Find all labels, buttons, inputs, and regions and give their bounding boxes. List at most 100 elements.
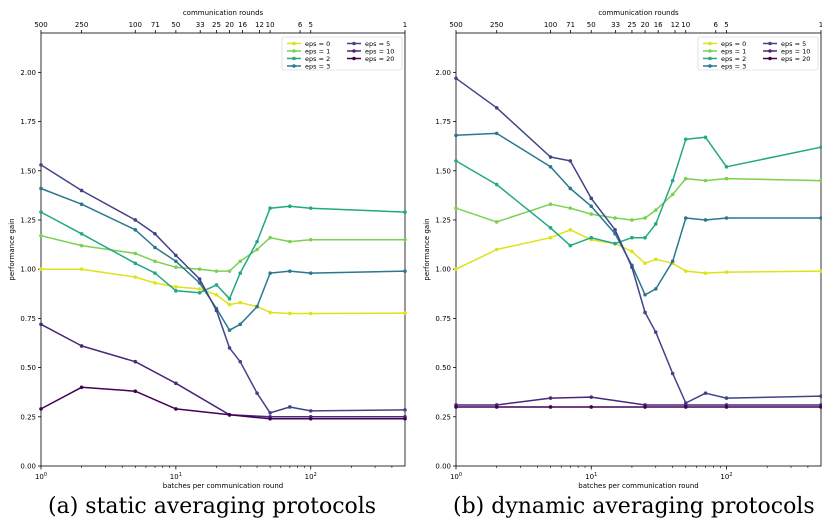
data-point bbox=[703, 271, 708, 275]
x-tick-label: 100 bbox=[35, 472, 47, 481]
y-tick-label: 2.00 bbox=[20, 69, 36, 77]
y-tick-label: 0.25 bbox=[435, 413, 451, 421]
data-point bbox=[548, 155, 553, 159]
top-tick-label: 50 bbox=[171, 21, 180, 29]
legend-marker bbox=[292, 64, 296, 68]
chart-panel-static: 0.00 0.25 0.50 0.75 1.00 1.25 1.50 1.75 2.00 100 1… bbox=[8, 9, 407, 490]
caption-dynamic: (b) dynamic averaging protocols bbox=[453, 494, 815, 519]
data-point bbox=[454, 405, 458, 409]
top-tick-label: 71 bbox=[151, 21, 160, 29]
data-point bbox=[214, 269, 219, 273]
data-point bbox=[724, 165, 729, 169]
legend-label: eps = 5 bbox=[365, 40, 390, 48]
data-point bbox=[819, 394, 822, 398]
data-point bbox=[494, 105, 499, 110]
series-line-eps-0 bbox=[455, 229, 822, 274]
data-point bbox=[268, 416, 272, 421]
top-tick-label: 33 bbox=[196, 21, 205, 29]
y-tick-label: 0.00 bbox=[20, 463, 36, 471]
series-line-eps-2 bbox=[455, 136, 822, 247]
data-point bbox=[548, 226, 553, 230]
legend-marker bbox=[768, 41, 772, 46]
data-point bbox=[653, 330, 658, 334]
top-tick-label: 100 bbox=[544, 21, 557, 29]
data-point bbox=[403, 311, 407, 315]
top-tick-label: 12 bbox=[255, 21, 264, 29]
y-tick-label: 0.75 bbox=[435, 315, 451, 323]
y-tick-label: 1.00 bbox=[435, 266, 451, 274]
data-point bbox=[288, 239, 292, 244]
data-point bbox=[653, 208, 658, 212]
data-point bbox=[613, 228, 617, 232]
legend-label: eps = 20 bbox=[365, 55, 394, 63]
legend-marker bbox=[352, 41, 356, 46]
data-point bbox=[724, 396, 729, 400]
data-point bbox=[174, 289, 178, 293]
y-tick-label: 1.25 bbox=[435, 216, 451, 224]
top-tick-label: 20 bbox=[225, 21, 234, 29]
x-tick-label: 102 bbox=[305, 472, 317, 481]
data-point bbox=[214, 292, 219, 297]
data-point bbox=[39, 233, 43, 238]
series-line-eps-3 bbox=[455, 132, 821, 296]
data-point bbox=[670, 178, 675, 183]
top-tick-label: 500 bbox=[449, 21, 462, 29]
data-point bbox=[589, 235, 594, 240]
y-tick-label: 1.00 bbox=[20, 266, 36, 274]
data-point bbox=[227, 413, 232, 417]
top-tick-label: 1 bbox=[403, 21, 407, 29]
data-point bbox=[548, 165, 553, 169]
data-point bbox=[268, 271, 272, 275]
data-point bbox=[79, 267, 84, 271]
data-point bbox=[683, 405, 688, 409]
x-axis-label: batches per communication round bbox=[578, 482, 698, 490]
data-point bbox=[819, 269, 822, 273]
top-tick-label: 5 bbox=[308, 21, 312, 29]
data-point bbox=[643, 235, 647, 240]
data-point bbox=[494, 220, 499, 224]
data-point bbox=[568, 243, 573, 248]
data-point bbox=[174, 285, 178, 289]
data-point bbox=[238, 359, 243, 364]
data-point bbox=[494, 247, 499, 252]
data-point bbox=[133, 261, 138, 266]
data-point bbox=[568, 159, 573, 163]
legend-label: eps = 0 bbox=[305, 40, 330, 48]
data-point bbox=[288, 405, 292, 409]
x-tick-label: 101 bbox=[170, 472, 182, 481]
data-point bbox=[819, 216, 822, 220]
legend-label: eps = 20 bbox=[781, 55, 810, 63]
x-tick-label: 102 bbox=[720, 472, 732, 481]
data-point bbox=[39, 163, 43, 167]
series-line-eps-1 bbox=[40, 234, 405, 272]
legend-marker bbox=[708, 56, 712, 61]
data-point bbox=[227, 346, 232, 350]
top-tick-label: 100 bbox=[129, 21, 142, 29]
data-point bbox=[454, 206, 458, 210]
series-line-eps-10 bbox=[40, 323, 405, 418]
data-point bbox=[548, 235, 553, 240]
data-point bbox=[133, 389, 138, 394]
data-point bbox=[308, 416, 313, 421]
legend-marker bbox=[352, 49, 356, 53]
data-point bbox=[308, 271, 313, 275]
data-point bbox=[670, 371, 675, 376]
series-line-eps-2 bbox=[40, 205, 406, 300]
data-point bbox=[255, 239, 259, 244]
y-axis-label: performance gain bbox=[8, 218, 16, 280]
data-point bbox=[548, 202, 553, 207]
data-point bbox=[819, 178, 822, 183]
y-tick-label: 0.50 bbox=[20, 364, 36, 372]
x-tick-label: 101 bbox=[585, 472, 597, 481]
top-tick-label: 12 bbox=[671, 21, 680, 29]
data-point bbox=[653, 222, 658, 226]
top-tick-label: 5 bbox=[724, 21, 728, 29]
data-point bbox=[670, 192, 675, 197]
data-point bbox=[568, 186, 573, 191]
legend-marker bbox=[768, 49, 772, 53]
y-tick-label: 1.75 bbox=[20, 118, 36, 126]
legend-label: eps = 10 bbox=[781, 47, 810, 55]
data-point bbox=[403, 210, 407, 214]
y-tick-label: 0.75 bbox=[20, 315, 36, 323]
x-axis-label: batches per communication round bbox=[163, 482, 283, 490]
